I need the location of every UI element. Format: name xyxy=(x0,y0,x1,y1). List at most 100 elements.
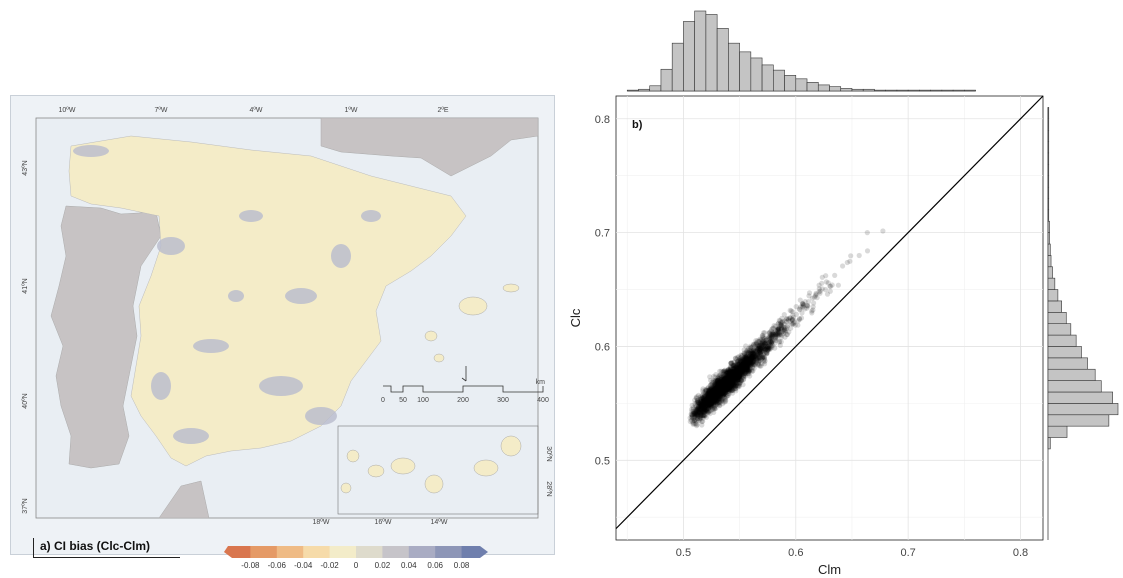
scatter-point xyxy=(731,359,737,365)
scatter-point xyxy=(694,423,700,429)
scatter-point xyxy=(741,377,747,383)
scatter-point xyxy=(727,380,733,386)
scatter-point xyxy=(702,392,708,398)
scatter-point xyxy=(722,388,728,394)
scatter-point xyxy=(737,371,743,377)
scatter-point xyxy=(726,375,733,381)
scatter-point xyxy=(715,389,721,395)
scatter-point xyxy=(731,374,738,380)
scatter-point xyxy=(742,357,748,363)
scatter-point xyxy=(690,420,696,426)
scatter-point xyxy=(700,408,706,414)
scatter-point xyxy=(742,363,748,369)
scatter-point xyxy=(761,346,767,352)
scatter-point xyxy=(738,367,744,374)
scatter-point xyxy=(710,384,716,390)
scatter-point xyxy=(734,369,740,375)
scatter-point xyxy=(737,361,743,367)
scatter-point xyxy=(745,367,751,373)
scatter-point xyxy=(713,393,719,399)
scatter-point xyxy=(712,385,718,391)
scatter-point xyxy=(731,373,737,379)
scatter-point xyxy=(743,366,750,372)
scatter-point xyxy=(713,390,720,396)
scatter-point xyxy=(813,290,819,296)
scatter-point xyxy=(702,408,708,414)
scatter-point xyxy=(707,402,714,408)
scatter-point xyxy=(721,371,727,377)
scatter-point xyxy=(734,360,740,366)
scatter-point xyxy=(749,360,755,366)
scatter-point xyxy=(706,400,713,406)
scatter-point xyxy=(759,342,765,348)
scatter-point xyxy=(698,403,704,409)
scatter-point xyxy=(809,310,815,316)
scatter-point xyxy=(702,394,708,400)
scatter-point xyxy=(767,339,774,345)
scatter-point xyxy=(732,370,738,376)
scatter-point xyxy=(713,393,720,399)
scatter-point xyxy=(730,378,736,384)
scatter-point xyxy=(819,286,825,292)
scatter-point xyxy=(791,319,797,325)
scatter-point xyxy=(718,393,724,399)
scatter-point xyxy=(740,359,746,365)
scatter-point xyxy=(724,377,730,383)
scatter-point xyxy=(707,390,713,396)
scatter-point xyxy=(739,364,746,370)
scatter-point xyxy=(728,370,734,376)
scatter-point xyxy=(739,369,745,375)
scatter-point xyxy=(718,390,724,396)
scatter-point xyxy=(755,352,761,358)
scatter-point xyxy=(731,366,737,372)
scatter-point xyxy=(754,356,760,362)
scatter-point xyxy=(739,353,745,359)
scatter-point xyxy=(732,375,738,381)
scatter-point xyxy=(695,405,701,411)
scatter-point xyxy=(730,388,736,394)
scatter-point xyxy=(827,288,833,294)
scatter-point xyxy=(703,398,710,404)
scatter-point xyxy=(718,378,724,384)
scatter-point xyxy=(812,293,819,299)
scatter-point xyxy=(705,390,711,396)
scatter-point xyxy=(698,394,704,400)
scatter-point xyxy=(734,375,740,381)
scatter-point xyxy=(738,358,744,364)
scatter-point xyxy=(721,387,727,393)
y-tick-label: 0.5 xyxy=(595,455,610,467)
scatter-point xyxy=(712,400,718,406)
scatter-point xyxy=(707,401,713,407)
scatter-point xyxy=(705,410,711,416)
scatter-point xyxy=(749,368,755,374)
scatter-point xyxy=(743,349,749,355)
scatter-point xyxy=(698,401,704,407)
scatter-point xyxy=(714,390,720,396)
scatter-point xyxy=(722,380,728,386)
scatter-point xyxy=(712,374,718,380)
scatter-point xyxy=(766,330,773,336)
scatter-point xyxy=(737,370,743,376)
scatter-point xyxy=(715,396,721,402)
scatter-point xyxy=(716,395,722,401)
scatter-point xyxy=(739,375,745,381)
scatter-point xyxy=(729,374,735,380)
scatter-point xyxy=(731,381,737,387)
scatter-point xyxy=(696,408,702,414)
scatter-point xyxy=(720,381,726,388)
scatter-point xyxy=(706,396,712,402)
scatter-point xyxy=(724,379,730,385)
scatter-point xyxy=(719,384,725,390)
scatter-point xyxy=(755,362,761,368)
scatter-point xyxy=(700,398,706,404)
scatter-point xyxy=(739,362,745,368)
scatter-point xyxy=(745,363,751,370)
scatter-point xyxy=(763,335,769,341)
scatter-point xyxy=(701,406,707,412)
scatter-point xyxy=(726,381,732,387)
legend-swatch xyxy=(435,546,463,558)
scatter-point xyxy=(752,358,758,364)
x-tick-label: 0.5 xyxy=(676,547,691,559)
scatter-point xyxy=(777,342,783,348)
scatter-point xyxy=(743,371,749,377)
